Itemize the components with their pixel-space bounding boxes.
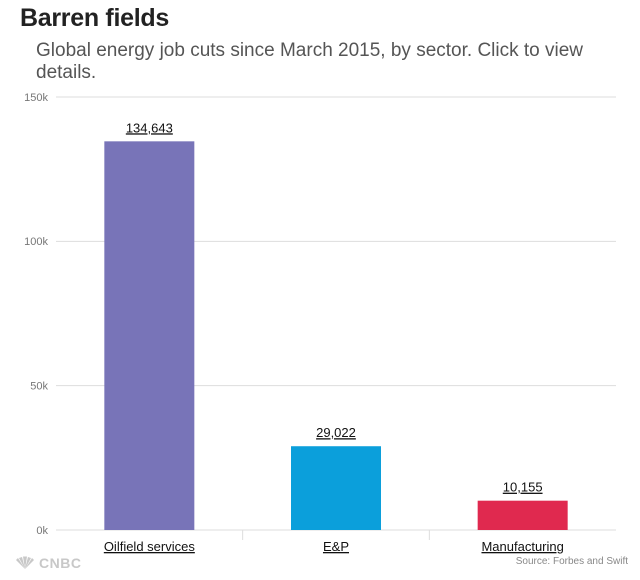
bar-2[interactable] (291, 446, 381, 530)
peacock-icon (16, 556, 34, 569)
data-label: 29,022 (316, 425, 356, 440)
category-label[interactable]: E&P (323, 539, 349, 554)
y-tick-label: 0k (36, 525, 48, 537)
source-note: Source: Forbes and Swift (515, 556, 628, 567)
bar-3[interactable] (477, 500, 568, 530)
y-tick-label: 100k (24, 236, 48, 248)
y-tick-label: 50k (30, 381, 48, 393)
cnbc-logo: CNBC (14, 555, 81, 571)
category-label[interactable]: Oilfield services (104, 539, 196, 554)
data-label: 134,643 (126, 120, 173, 135)
bar-1[interactable] (104, 141, 195, 530)
y-tick-label: 150k (24, 92, 48, 104)
chart-title: Barren fields (20, 4, 169, 32)
chart-subtitle: Global energy job cuts since March 2015,… (36, 40, 584, 83)
data-label: 10,155 (503, 480, 543, 495)
logo-text: CNBC (39, 555, 82, 571)
category-label[interactable]: Manufacturing (481, 539, 563, 554)
